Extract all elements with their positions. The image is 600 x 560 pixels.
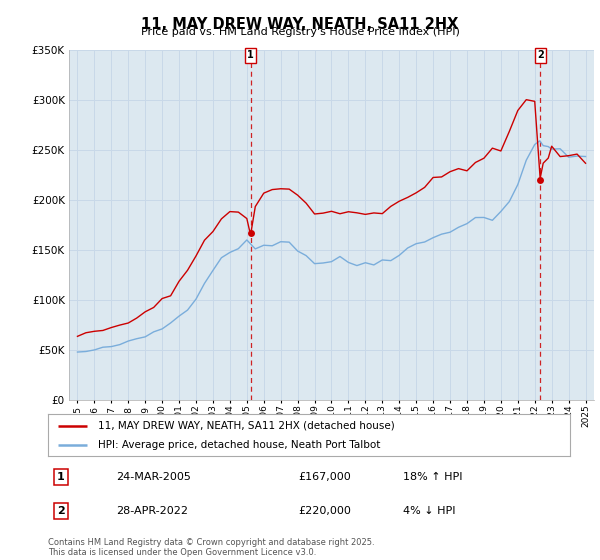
Text: 2: 2	[57, 506, 65, 516]
Text: 18% ↑ HPI: 18% ↑ HPI	[403, 472, 463, 482]
Text: 11, MAY DREW WAY, NEATH, SA11 2HX (detached house): 11, MAY DREW WAY, NEATH, SA11 2HX (detac…	[98, 421, 394, 431]
Text: 24-MAR-2005: 24-MAR-2005	[116, 472, 191, 482]
Text: 4% ↓ HPI: 4% ↓ HPI	[403, 506, 455, 516]
Text: 1: 1	[57, 472, 65, 482]
Text: Contains HM Land Registry data © Crown copyright and database right 2025.
This d: Contains HM Land Registry data © Crown c…	[48, 538, 374, 557]
Text: £167,000: £167,000	[299, 472, 352, 482]
Text: 28-APR-2022: 28-APR-2022	[116, 506, 188, 516]
Text: £220,000: £220,000	[299, 506, 352, 516]
Text: Price paid vs. HM Land Registry's House Price Index (HPI): Price paid vs. HM Land Registry's House …	[140, 27, 460, 37]
Text: 1: 1	[247, 50, 254, 60]
Text: 11, MAY DREW WAY, NEATH, SA11 2HX: 11, MAY DREW WAY, NEATH, SA11 2HX	[142, 17, 458, 32]
Text: 2: 2	[537, 50, 544, 60]
Text: HPI: Average price, detached house, Neath Port Talbot: HPI: Average price, detached house, Neat…	[98, 440, 380, 450]
